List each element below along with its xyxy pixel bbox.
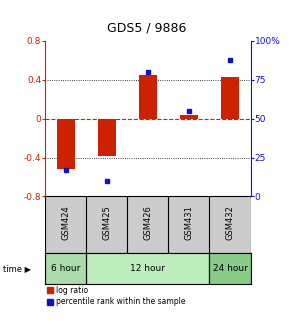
Text: GDS5 / 9886: GDS5 / 9886 <box>107 21 186 34</box>
Bar <box>57 119 75 169</box>
Text: 24 hour: 24 hour <box>212 264 248 273</box>
Text: GSM426: GSM426 <box>144 205 152 240</box>
Text: time ▶: time ▶ <box>3 264 31 273</box>
Text: 12 hour: 12 hour <box>130 264 166 273</box>
Text: GSM432: GSM432 <box>226 205 234 240</box>
Text: GSM425: GSM425 <box>103 205 111 240</box>
Bar <box>221 77 239 119</box>
Text: GSM424: GSM424 <box>62 205 70 240</box>
Bar <box>180 115 198 119</box>
Legend: log ratio, percentile rank within the sample: log ratio, percentile rank within the sa… <box>47 286 186 306</box>
Text: 6 hour: 6 hour <box>51 264 81 273</box>
Bar <box>139 75 157 119</box>
Bar <box>98 119 116 156</box>
Text: GSM431: GSM431 <box>185 205 193 240</box>
